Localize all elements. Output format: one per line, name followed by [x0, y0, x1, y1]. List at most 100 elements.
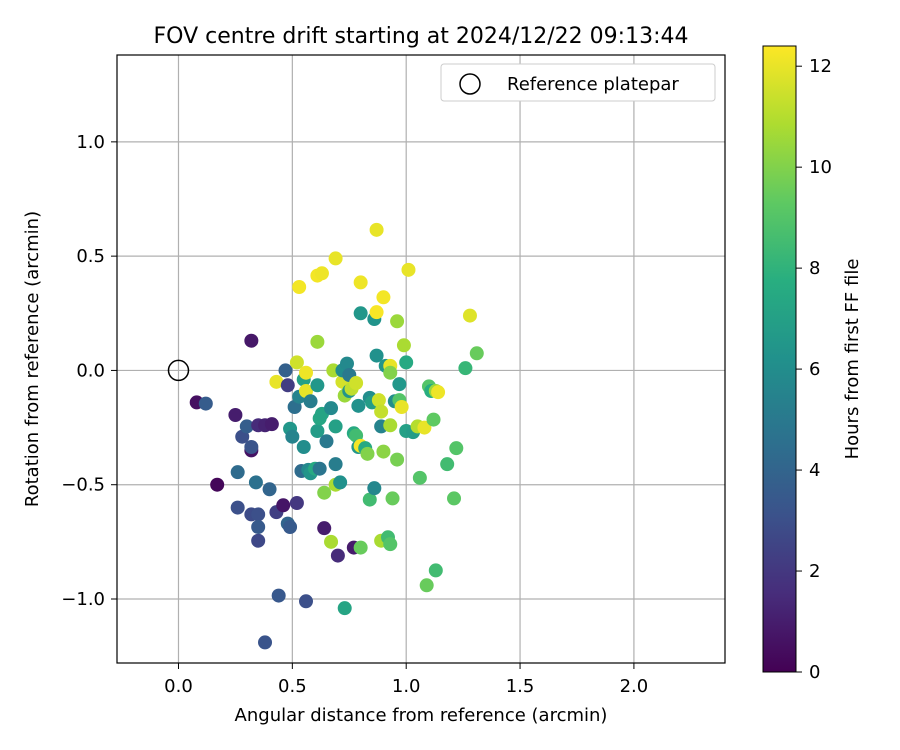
scatter-point: [328, 457, 343, 472]
plot-area-frame: [116, 54, 726, 664]
scatter-point: [362, 492, 377, 507]
scatter-point: [440, 457, 455, 472]
scatter-point: [353, 275, 368, 290]
scatter-point: [317, 521, 332, 536]
colorbar: 0 2 4 6 8 10 12 Hours from first FF file: [762, 45, 863, 683]
scatter-point: [292, 280, 307, 294]
scatter-point: [447, 491, 462, 506]
scatter-point: [210, 477, 225, 492]
scatter-point: [314, 266, 329, 281]
colorbar-tick-label: 12: [809, 56, 832, 77]
scatter-point: [374, 404, 389, 419]
scatter-point: [383, 418, 398, 433]
reference-platepar-marker: [167, 359, 190, 382]
scatter-point: [251, 533, 266, 548]
y-tick-label: 0.0: [76, 360, 105, 381]
colorbar-tick-label: 4: [809, 460, 820, 481]
scatter-point: [399, 355, 414, 370]
scatter-point: [317, 485, 332, 500]
x-axis-label: Angular distance from reference (arcmin): [235, 705, 608, 726]
y-tick-label: −1.0: [61, 589, 105, 610]
scatter-point: [337, 601, 352, 616]
chart-title: FOV centre drift starting at 2024/12/22 …: [154, 24, 689, 49]
y-tick-label: −0.5: [61, 475, 105, 496]
scatter-point: [390, 452, 405, 467]
colorbar-gradient: [762, 45, 797, 673]
scatter-point: [289, 496, 304, 510]
scatter-point: [303, 394, 318, 409]
scatter-point: [324, 401, 339, 416]
colorbar-label: Hours from first FF file: [842, 259, 863, 460]
colorbar-tick-label: 8: [809, 258, 820, 279]
scatter-point: [353, 306, 368, 321]
scatter-point: [244, 440, 259, 454]
scatter-point: [299, 365, 314, 380]
scatter-point: [458, 361, 473, 376]
scatter-point: [280, 378, 295, 393]
colorbar-tick-label: 0: [809, 662, 820, 683]
scatter-point: [426, 412, 441, 427]
scatter-point: [385, 491, 400, 506]
scatter-point: [419, 578, 434, 593]
scatter-point: [230, 465, 245, 480]
scatter-point: [283, 520, 298, 534]
scatter-point: [198, 396, 213, 411]
scatter-point: [383, 365, 398, 380]
scatter-point: [258, 635, 273, 650]
scatter-point: [278, 363, 293, 378]
y-tick-label: 1.0: [76, 132, 105, 153]
x-tick-label: 2.0: [620, 676, 649, 697]
scatter-point: [449, 441, 464, 456]
scatter-point: [396, 338, 411, 353]
scatter-point: [296, 440, 311, 454]
x-tick-label: 1.5: [506, 676, 535, 697]
scatter-point: [312, 461, 327, 476]
scatter-point: [299, 594, 314, 609]
scatter-point: [383, 537, 398, 552]
scatter-point: [376, 290, 391, 305]
scatter-point: [289, 355, 304, 370]
y-axis-ticks: −1.0 −0.5 0.0 0.5 1.0: [61, 132, 117, 610]
legend-entry-reference: Reference platepar: [507, 74, 679, 95]
scatter-point: [394, 400, 409, 414]
scatter-point: [328, 251, 343, 266]
grid-lines: [117, 55, 725, 663]
scatter-point: [228, 408, 243, 422]
x-tick-label: 1.0: [392, 676, 421, 697]
y-tick-label: 0.5: [76, 246, 105, 267]
colorbar-tick-label: 2: [809, 561, 820, 582]
scatter-point: [369, 348, 384, 363]
scatter-point: [353, 540, 368, 555]
legend-marker-icon: [459, 73, 481, 95]
scatter-point: [271, 588, 286, 603]
x-axis-ticks: 0.0 0.5 1.0 1.5 2.0: [164, 663, 648, 697]
scatter-points: [189, 222, 484, 650]
scatter-point: [462, 308, 477, 323]
scatter-point: [230, 500, 245, 515]
scatter-point: [412, 470, 427, 485]
scatter-point: [244, 333, 259, 348]
scatter-point: [251, 507, 266, 522]
scatter-point: [360, 446, 375, 461]
scatter-point: [319, 434, 334, 449]
scatter-point: [392, 377, 407, 392]
scatter-point: [351, 398, 366, 413]
scatter-point: [324, 534, 339, 549]
scatter-point: [251, 520, 266, 534]
x-tick-label: 0.0: [164, 676, 193, 697]
x-tick-label: 0.5: [278, 676, 307, 697]
scatter-point: [248, 475, 263, 490]
scatter-point: [339, 356, 354, 371]
colorbar-tick-label: 6: [809, 359, 820, 380]
scatter-point: [431, 385, 446, 400]
scatter-point: [310, 378, 325, 393]
scatter-point: [333, 475, 348, 490]
legend-box: [440, 63, 716, 102]
scatter-point: [285, 429, 300, 444]
legend: Reference platepar: [440, 63, 716, 102]
scatter-point: [371, 393, 386, 408]
scatter-point: [276, 498, 291, 513]
scatter-point: [369, 305, 384, 320]
scatter-point: [390, 314, 405, 329]
scatter-point: [401, 262, 416, 277]
